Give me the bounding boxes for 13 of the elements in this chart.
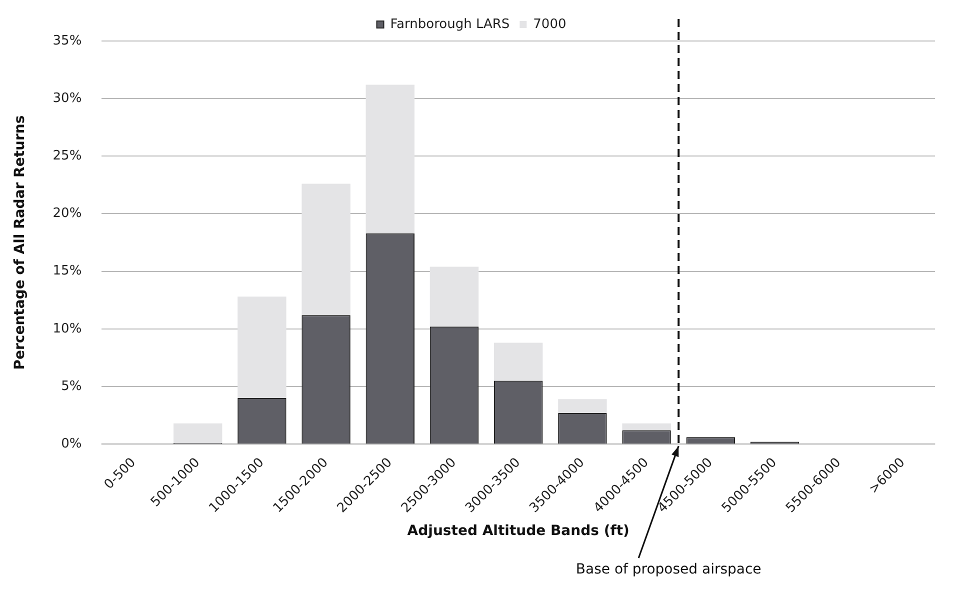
legend-label: 7000 — [533, 16, 566, 32]
y-tick-label: 25% — [52, 148, 82, 164]
y-tick-label: 5% — [61, 378, 82, 394]
y-tick-label: 0% — [61, 436, 82, 452]
x-axis-title: Adjusted Altitude Bands (ft) — [407, 523, 630, 540]
y-axis-title: Percentage of All Radar Returns — [12, 115, 28, 370]
y-tick-label: 10% — [52, 321, 82, 336]
legend-label: Farnborough LARS — [390, 16, 510, 32]
y-tick-label: 35% — [52, 33, 82, 48]
y-tick-label: 20% — [52, 206, 82, 222]
ref-line-label: Base of proposed airspace — [576, 562, 762, 578]
y-tick-label: 30% — [52, 90, 82, 106]
y-tick-label: 15% — [52, 264, 82, 279]
